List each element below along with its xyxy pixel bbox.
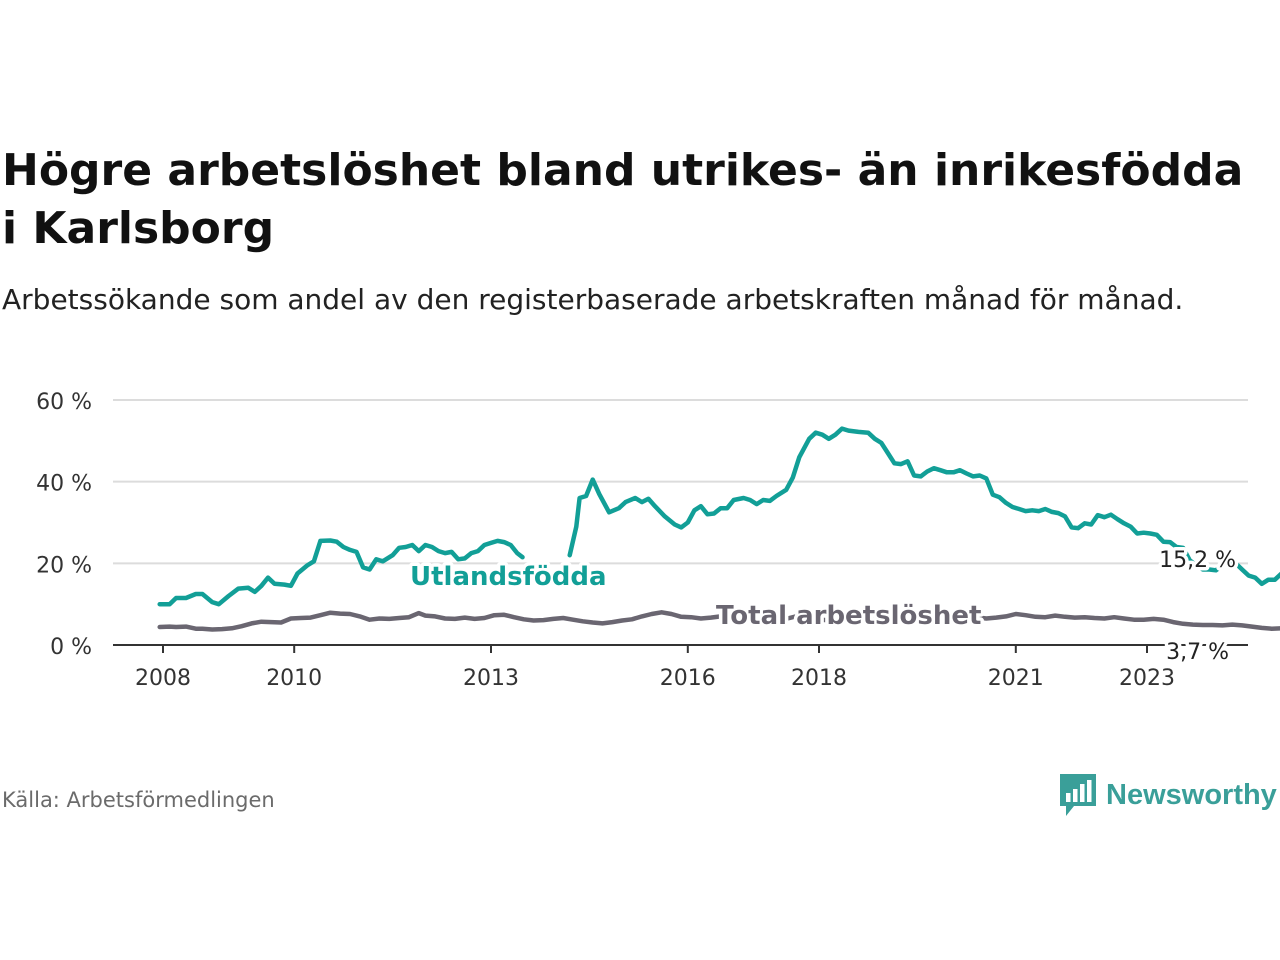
y-tick-label: 40 % [36,472,92,497]
page-title: Högre arbetslöshet bland utrikes- än inr… [2,145,1244,254]
x-tick-label: 2021 [988,666,1044,691]
line-chart: 0 % 20 % 40 % 60 % 2008 2010 2013 2016 2018 2021… [36,390,1280,691]
x-tick-label: 2013 [463,666,519,691]
x-tick-label: 2016 [660,666,716,691]
source-note: Källa: Arbetsförmedlingen [2,788,275,812]
y-tick-label: 20 % [36,553,92,578]
series-line-utlandsfodda [157,426,1280,607]
brand-name: Newsworthy [1106,778,1277,811]
newsworthy-logo-icon [1060,774,1096,816]
y-axis: 0 % 20 % 40 % 60 % [36,390,92,660]
x-tick-label: 2010 [266,666,322,691]
x-tick-label: 2018 [791,666,847,691]
series-label-utlandsfodda: Utlandsfödda [410,562,607,592]
x-tick-label: 2023 [1119,666,1175,691]
series-lines [157,426,1280,632]
end-value-utlandsfodda: 15,2 % [1159,548,1236,573]
series-line-total [157,610,1280,632]
chart-subtitle: Arbetssökande som andel av den registerb… [2,283,1184,316]
y-tick-label: 60 % [36,390,92,415]
end-value-total: 3,7 % [1166,640,1229,665]
series-labels: Utlandsfödda Total arbetslöshet 15,2 % 3,7 … [407,545,1240,669]
x-tick-label: 2008 [135,666,191,691]
y-tick-label: 0 % [50,635,92,660]
x-axis: 2008 2010 2013 2016 2018 2021 2023 [113,644,1248,691]
series-label-total: Total arbetslöshet [716,601,981,631]
grid-lines [113,399,1248,565]
brand-logo[interactable]: Newsworthy [1058,772,1277,818]
